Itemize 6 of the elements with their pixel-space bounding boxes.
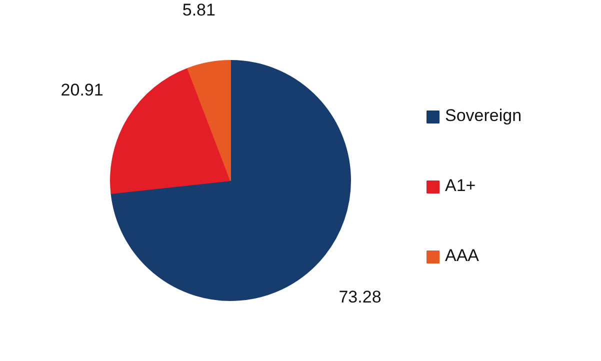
data-label: 73.28 xyxy=(338,288,382,307)
data-label: 20.91 xyxy=(60,80,104,100)
legend-label: Sovereign xyxy=(445,106,522,126)
legend-label: A1+ xyxy=(445,176,476,196)
data-label: 5.81 xyxy=(182,0,216,20)
legend-label: AAA xyxy=(445,246,480,266)
